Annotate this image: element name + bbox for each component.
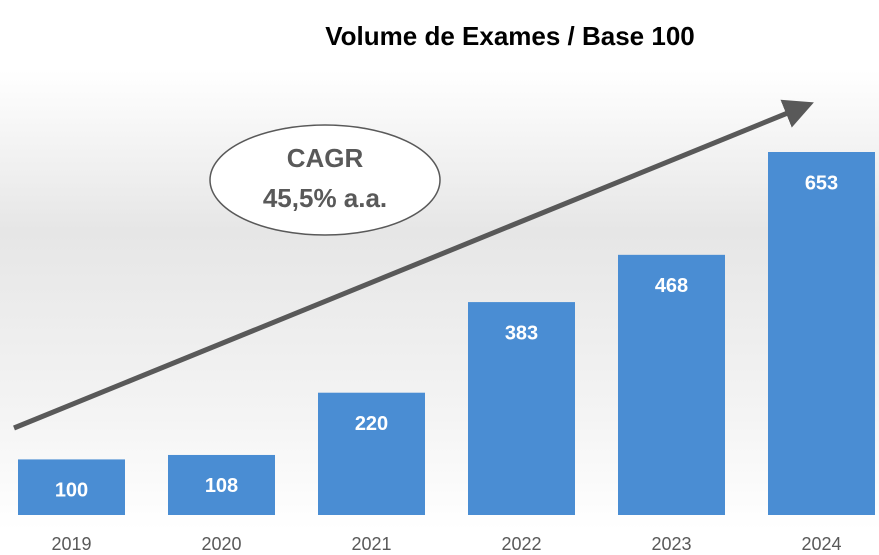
value-label: 108	[205, 475, 238, 497]
annotation: 45,5% a.a.	[263, 183, 387, 213]
trend-arrow	[13, 99, 814, 431]
bar	[468, 302, 575, 515]
value-label: 468	[655, 275, 688, 297]
bar	[618, 254, 725, 515]
bar	[18, 459, 125, 515]
x-tick-label: 2019	[51, 534, 91, 554]
bar	[168, 454, 275, 515]
x-tick-label: 2024	[801, 534, 841, 554]
bar	[768, 152, 875, 515]
bar	[318, 392, 425, 515]
cagr-bubble	[209, 124, 441, 236]
annotation: CAGR	[287, 143, 364, 173]
background	[0, 70, 879, 530]
x-tick-label: 2021	[351, 534, 391, 554]
chart-title: Volume de Exames / Base 100	[325, 21, 695, 51]
value-label: 100	[55, 480, 88, 502]
value-label: 383	[505, 322, 538, 344]
value-label: 653	[805, 172, 838, 194]
x-tick-label: 2020	[201, 534, 241, 554]
value-label: 220	[355, 413, 388, 435]
x-tick-label: 2023	[651, 534, 691, 554]
x-tick-label: 2022	[501, 534, 541, 554]
